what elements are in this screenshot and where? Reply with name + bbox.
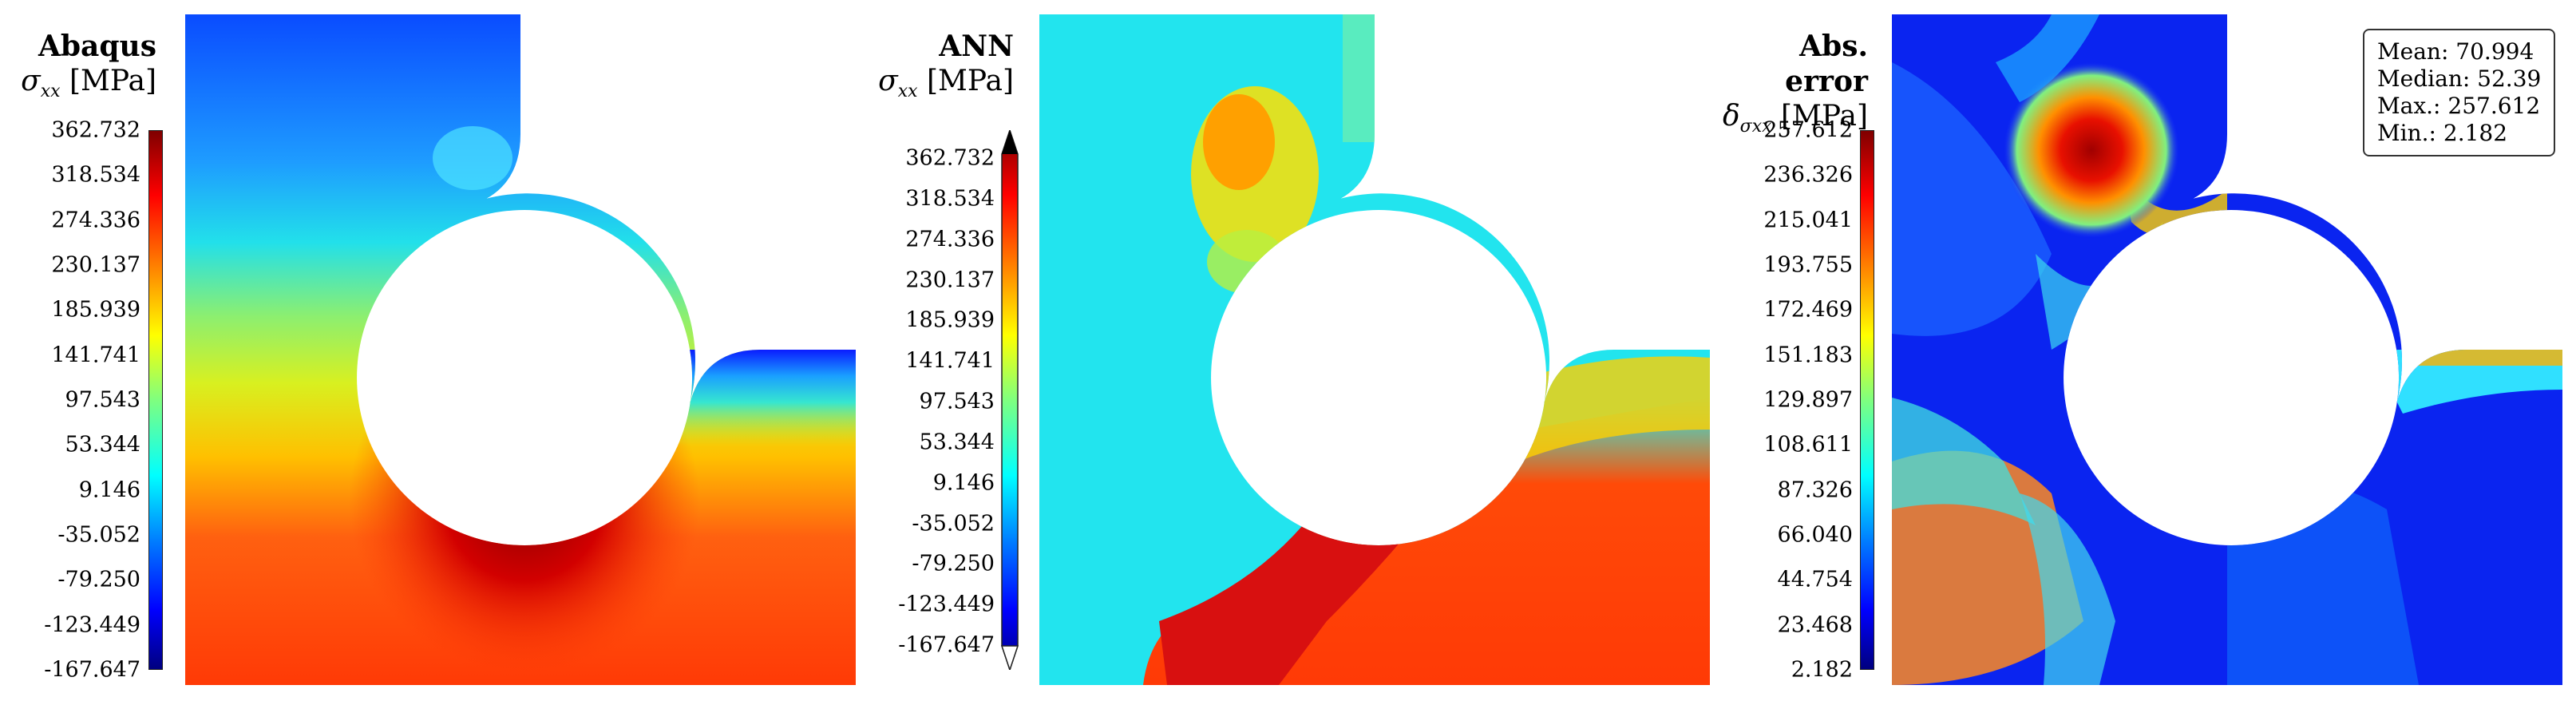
stat-mean: Mean: 70.994 [2377, 38, 2534, 65]
panel-abaqus: Abaqus σxx [MPa] 362.732 318.534 274.336… [0, 0, 862, 701]
colorbar-tick: 362.732 [905, 145, 995, 171]
colorbar-tick: 108.611 [1763, 432, 1853, 457]
colorbar-ann [1000, 128, 1019, 672]
colorbar-ticks-error: 257.612 236.326 215.041 193.755 172.469 … [1720, 120, 1853, 681]
quantity-label-abaqus: σxx [MPa] [21, 65, 156, 102]
colorbar-abaqus [148, 130, 163, 670]
stat-median: Median: 52.39 [2377, 65, 2542, 92]
colorbar-tick: 44.754 [1777, 567, 1853, 592]
colorbar-tick: 185.939 [905, 307, 995, 333]
panel-abs-error: Abs. error δσxx [MPa] 257.612 236.326 21… [1720, 0, 2576, 701]
colorbar-tick: 9.146 [932, 470, 995, 496]
colorbar-header-ann: ANN σxx [MPa] [862, 29, 1014, 109]
colorbar-ticks-abaqus: 362.732 318.534 274.336 230.137 185.939 … [0, 120, 140, 681]
error-field [1892, 14, 2562, 685]
colorbar-tick: 193.755 [1763, 252, 1853, 278]
colorbar-header-error: Abs. error δσxx [MPa] [1720, 29, 1868, 145]
colorbar-tick: 141.741 [51, 343, 140, 368]
colorbar-tick: 87.326 [1777, 477, 1853, 503]
colorbar-header-abaqus: Abaqus σxx [MPa] [0, 29, 156, 109]
colorbar-tick: 318.534 [51, 162, 140, 188]
colorbar-tick: 129.897 [1763, 387, 1853, 413]
stat-max: Max.: 257.612 [2377, 93, 2541, 119]
colorbar-tick: 362.732 [51, 117, 140, 143]
colorbar-tick: -123.449 [44, 612, 140, 638]
colorbar-tick: 151.183 [1763, 343, 1853, 368]
quantity-label-error: δσxx [MPa] [1722, 100, 1868, 137]
colorbar-tick: 230.137 [51, 252, 140, 278]
colorbar-tick: 236.326 [1763, 162, 1853, 188]
panel-ann: ANN σxx [MPa] 362 [862, 0, 1720, 701]
colorbar-tick: 230.137 [905, 267, 995, 292]
colorbar-tick: 53.344 [65, 432, 140, 457]
panel-title-error: Abs. error [1785, 30, 1868, 98]
colorbar-tick: 53.344 [919, 430, 995, 455]
colorbar-error [1860, 130, 1874, 670]
colorbar-tick: 97.543 [65, 387, 140, 413]
colorbar-tick: 185.939 [51, 297, 140, 323]
colorbar-tick: 23.468 [1777, 612, 1853, 638]
colorbar-tick: 257.612 [1763, 117, 1853, 143]
colorbar-tick: 97.543 [919, 389, 995, 414]
colorbar-tick: -123.449 [898, 592, 995, 617]
colorbar-tick: -167.647 [898, 632, 995, 658]
stress-field-ann [1039, 14, 1710, 685]
panel-title-abaqus: Abaqus [38, 30, 156, 63]
colorbar-tick: 9.146 [78, 477, 140, 503]
stress-field-abaqus [185, 14, 856, 685]
colorbar-tick: -167.647 [44, 657, 140, 683]
error-statistics-box: Mean: 70.994 Median: 52.39 Max.: 257.612… [2363, 29, 2556, 156]
colorbar-tick: 274.336 [51, 208, 140, 233]
colorbar-tick: 318.534 [905, 186, 995, 212]
colorbar-tick: -35.052 [912, 511, 995, 536]
colorbar-tick: 215.041 [1763, 208, 1853, 233]
colorbar-tick: -79.250 [57, 567, 140, 592]
panel-title-ann: ANN [939, 30, 1014, 63]
colorbar-tick: 141.741 [905, 348, 995, 374]
colorbar-tick: 274.336 [905, 227, 995, 252]
colorbar-tick: 172.469 [1763, 297, 1853, 323]
colorbar-tick: -79.250 [912, 551, 995, 576]
colorbar-tick: 2.182 [1791, 657, 1853, 683]
stat-min: Min.: 2.182 [2377, 120, 2508, 146]
colorbar-tick: 66.040 [1777, 522, 1853, 548]
colorbar-tick: -35.052 [57, 522, 140, 548]
quantity-label-ann: σxx [MPa] [878, 65, 1014, 102]
colorbar-ticks-ann: 362.732 318.534 274.336 230.137 185.939 … [862, 148, 995, 656]
